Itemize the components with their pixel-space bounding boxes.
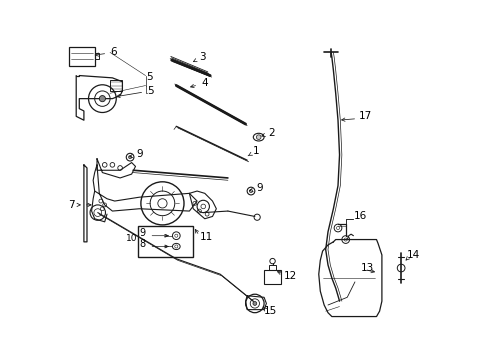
Text: 7: 7 (68, 200, 75, 210)
Text: 5: 5 (117, 86, 153, 98)
Text: 16: 16 (353, 211, 366, 221)
Bar (95, 53, 99, 59)
Bar (268, 265, 276, 270)
Text: 9: 9 (249, 183, 263, 193)
Text: 2: 2 (261, 127, 275, 138)
Bar (264, 270, 281, 284)
Circle shape (99, 95, 105, 102)
Text: 10: 10 (125, 234, 137, 243)
Bar (110, 80, 122, 91)
Text: 11: 11 (199, 232, 212, 242)
Text: 9: 9 (129, 149, 142, 159)
Text: 12: 12 (284, 271, 297, 281)
Text: 6: 6 (95, 48, 117, 58)
Text: 5: 5 (146, 72, 153, 82)
Text: 3: 3 (193, 52, 205, 62)
Bar (68, 47, 95, 66)
Text: 9: 9 (139, 228, 145, 238)
Text: 15: 15 (264, 306, 277, 316)
Text: 14: 14 (407, 250, 420, 260)
Text: 17: 17 (358, 111, 371, 121)
Text: 1: 1 (247, 146, 260, 156)
Circle shape (256, 135, 261, 139)
Bar (138, 226, 193, 257)
Text: 13: 13 (360, 263, 374, 273)
Text: 4: 4 (190, 78, 207, 88)
Circle shape (252, 302, 256, 305)
Text: 8: 8 (139, 239, 145, 249)
